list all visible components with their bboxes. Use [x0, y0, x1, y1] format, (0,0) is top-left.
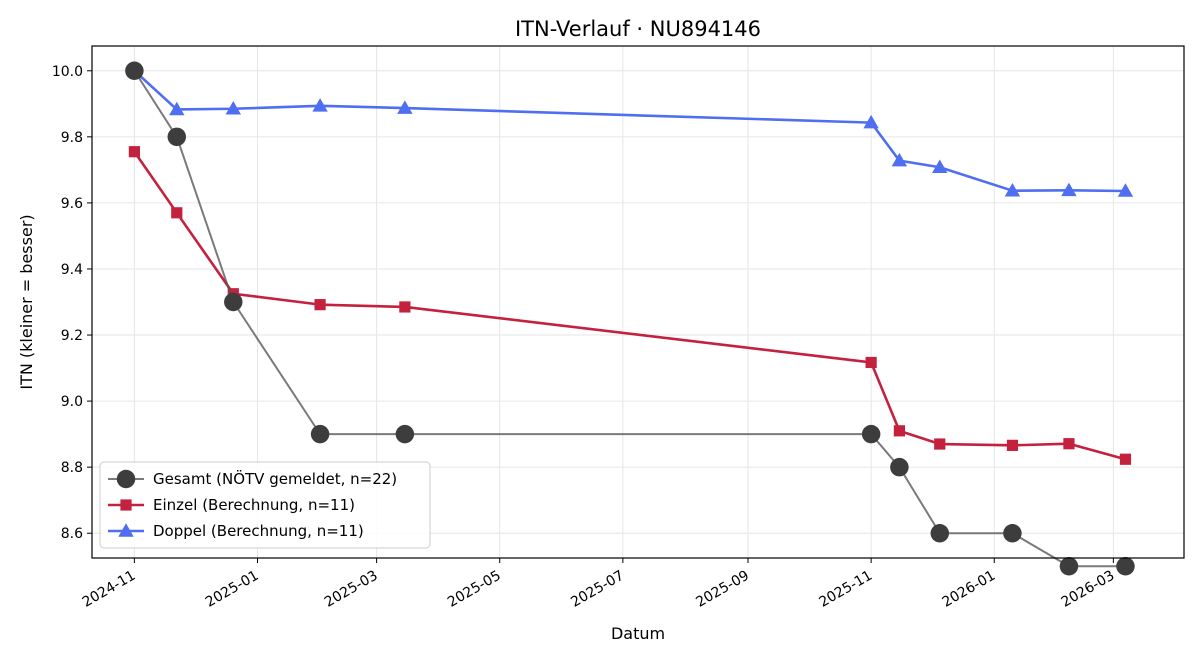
- y-tick-label: 9.2: [61, 328, 83, 344]
- y-axis-label: ITN (kleiner = besser): [17, 214, 36, 389]
- y-tick-label: 9.4: [61, 262, 83, 278]
- data-point: [125, 61, 144, 81]
- chart-title: ITN-Verlauf · NU894146: [515, 17, 761, 41]
- data-point: [224, 292, 243, 312]
- data-point: [1061, 182, 1077, 197]
- data-point: [863, 114, 879, 129]
- y-tick-label: 8.8: [61, 460, 83, 476]
- data-point: [865, 356, 877, 369]
- y-tick-label: 9.8: [61, 130, 83, 146]
- legend-box: [99, 461, 431, 549]
- legend-entry-label: Einzel (Berechnung, n=11): [153, 496, 355, 514]
- data-point: [934, 438, 946, 450]
- legend-entry-label: Gesamt (NÖTV gemeldet, n=22): [153, 469, 397, 488]
- data-point: [1004, 182, 1021, 197]
- data-point: [1059, 557, 1079, 576]
- y-tick-label: 9.6: [61, 196, 83, 212]
- data-point: [167, 127, 187, 147]
- data-point: [1119, 453, 1132, 465]
- data-point: [932, 159, 948, 174]
- series-0: [125, 61, 1135, 576]
- data-point: [128, 146, 140, 158]
- legend: Gesamt (NÖTV gemeldet, n=22) Einzel (Bere…: [99, 461, 431, 549]
- data-point: [893, 425, 905, 437]
- data-point: [314, 299, 326, 311]
- data-point: [861, 424, 881, 444]
- y-tick-label: 9.0: [61, 394, 83, 410]
- data-point: [312, 98, 328, 112]
- legend-swatch-marker: [116, 469, 136, 489]
- data-point: [399, 301, 411, 313]
- data-point: [1063, 438, 1075, 450]
- data-point: [397, 100, 413, 114]
- x-axis-label: Datum: [611, 624, 665, 643]
- data-point: [395, 424, 415, 444]
- data-point: [1006, 439, 1019, 451]
- data-point: [1003, 523, 1022, 543]
- data-point: [171, 207, 183, 219]
- data-point: [310, 424, 330, 444]
- y-tick-label: 8.6: [61, 526, 83, 542]
- plot-frame: [91, 45, 1185, 559]
- data-point: [1117, 183, 1134, 197]
- legend-swatch-marker: [120, 499, 132, 511]
- data-point: [169, 101, 185, 116]
- y-tick-label: 10.0: [52, 64, 83, 80]
- data-point: [225, 101, 241, 115]
- legend-entry-label: Doppel (Berechnung, n=11): [153, 522, 364, 540]
- data-point: [891, 152, 908, 167]
- data-point: [890, 457, 909, 477]
- data-point: [930, 523, 950, 543]
- legend-swatch-marker: [118, 523, 134, 537]
- data-point: [1116, 557, 1135, 576]
